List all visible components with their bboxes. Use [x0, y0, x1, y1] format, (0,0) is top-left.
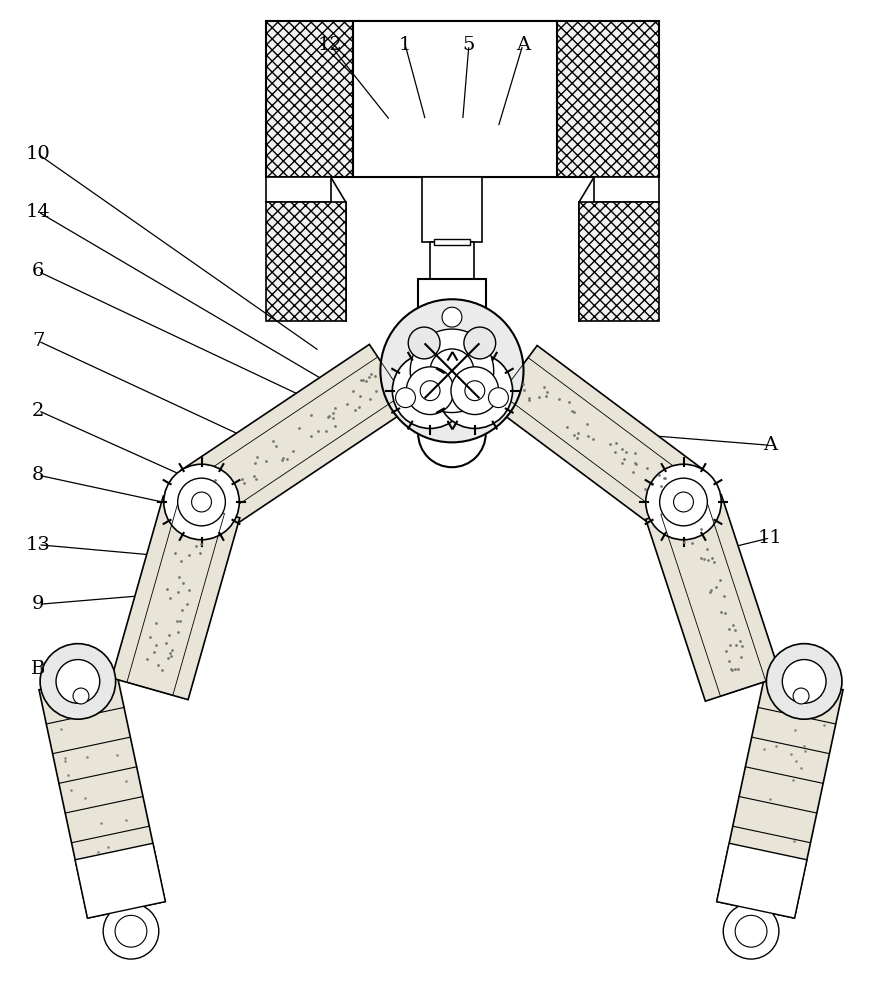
Circle shape: [164, 464, 239, 540]
Circle shape: [418, 400, 486, 467]
Circle shape: [793, 688, 809, 704]
Bar: [266, 202, 345, 321]
Polygon shape: [646, 495, 781, 701]
Text: 12: 12: [318, 36, 343, 54]
Polygon shape: [111, 496, 239, 700]
Text: 8: 8: [32, 466, 44, 484]
Text: 6: 6: [32, 262, 44, 280]
Bar: [422, 177, 481, 242]
Text: B: B: [31, 660, 45, 678]
Circle shape: [782, 660, 826, 703]
Text: 14: 14: [26, 203, 51, 221]
Circle shape: [191, 492, 212, 512]
Polygon shape: [39, 673, 166, 918]
Text: A: A: [516, 36, 530, 54]
Circle shape: [465, 381, 485, 401]
Circle shape: [40, 644, 116, 719]
Bar: [579, 202, 659, 321]
Circle shape: [406, 367, 454, 415]
Circle shape: [646, 464, 721, 540]
Circle shape: [735, 915, 767, 947]
Circle shape: [659, 478, 708, 526]
Bar: [266, 21, 659, 177]
Circle shape: [103, 903, 158, 959]
Bar: [430, 242, 473, 279]
Circle shape: [674, 492, 693, 512]
Circle shape: [766, 644, 842, 719]
Polygon shape: [181, 344, 411, 533]
Text: 2: 2: [32, 402, 44, 420]
Polygon shape: [716, 673, 843, 918]
Circle shape: [430, 349, 473, 393]
Bar: [266, 177, 331, 202]
Circle shape: [437, 353, 513, 428]
Text: 11: 11: [758, 529, 783, 547]
Bar: [434, 239, 470, 245]
Text: 9: 9: [32, 595, 44, 613]
Circle shape: [464, 327, 496, 359]
Circle shape: [73, 688, 89, 704]
Circle shape: [178, 478, 225, 526]
Text: A: A: [764, 436, 778, 454]
Text: 1: 1: [399, 36, 411, 54]
Text: 10: 10: [26, 145, 51, 163]
Polygon shape: [492, 346, 706, 532]
Bar: [594, 177, 659, 202]
Circle shape: [410, 329, 494, 413]
Polygon shape: [716, 843, 807, 918]
Text: 7: 7: [32, 332, 44, 350]
Text: 13: 13: [26, 536, 51, 554]
Polygon shape: [75, 843, 166, 918]
Circle shape: [392, 353, 468, 428]
Circle shape: [451, 367, 498, 415]
Text: 5: 5: [463, 36, 475, 54]
Circle shape: [395, 388, 416, 408]
Bar: [418, 279, 486, 433]
Circle shape: [420, 381, 440, 401]
Circle shape: [380, 299, 523, 442]
Circle shape: [409, 327, 440, 359]
Circle shape: [489, 388, 508, 408]
Bar: [352, 21, 557, 177]
Circle shape: [442, 307, 462, 327]
Circle shape: [115, 915, 147, 947]
Circle shape: [56, 660, 100, 703]
Circle shape: [724, 903, 779, 959]
